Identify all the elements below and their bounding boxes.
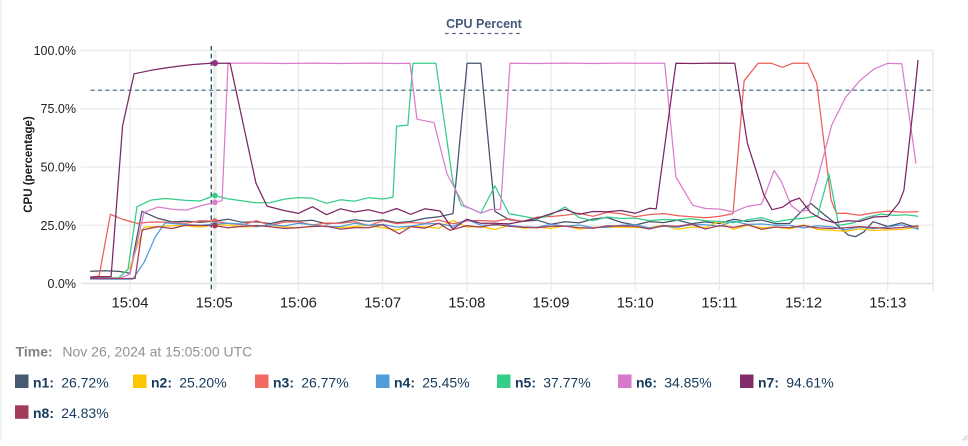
svg-text:15:04: 15:04 [111,296,148,312]
svg-text:n8:: n8: [33,405,54,421]
svg-text:15:13: 15:13 [869,296,906,312]
svg-text:50.0%: 50.0% [41,161,76,175]
svg-text:25.20%: 25.20% [179,374,226,390]
svg-text:Nov 26, 2024 at 15:05:00 UTC: Nov 26, 2024 at 15:05:00 UTC [62,343,252,359]
svg-text:37.77%: 37.77% [543,374,590,390]
svg-text:24.83%: 24.83% [61,405,108,421]
svg-text:26.72%: 26.72% [61,374,108,390]
svg-text:75.0%: 75.0% [41,102,76,116]
svg-text:15:12: 15:12 [785,296,822,312]
svg-text:n1:: n1: [33,374,54,390]
svg-text:CPU Percent: CPU Percent [446,17,523,31]
svg-text:15:08: 15:08 [448,296,485,312]
svg-text:26.77%: 26.77% [301,374,348,390]
svg-text:15:06: 15:06 [280,296,317,312]
svg-text:n2:: n2: [151,374,172,390]
svg-text:34.85%: 34.85% [664,374,711,390]
svg-text:100.0%: 100.0% [34,44,76,58]
svg-text:15:07: 15:07 [364,296,401,312]
svg-text:n6:: n6: [636,374,657,390]
svg-text:n3:: n3: [273,374,294,390]
svg-text:15:05: 15:05 [196,296,233,312]
svg-text:Time:: Time: [16,343,53,359]
svg-text:n4:: n4: [394,374,415,390]
svg-text:15:10: 15:10 [617,296,654,312]
svg-text:CPU (percentage): CPU (percentage) [23,116,35,213]
svg-text:0.0%: 0.0% [48,277,77,291]
svg-text:n7:: n7: [758,374,779,390]
svg-text:25.0%: 25.0% [41,219,76,233]
svg-text:15:09: 15:09 [532,296,569,312]
svg-text:15:11: 15:11 [701,296,737,312]
svg-text:25.45%: 25.45% [422,374,469,390]
svg-text:94.61%: 94.61% [786,374,833,390]
svg-text:n5:: n5: [515,374,536,390]
